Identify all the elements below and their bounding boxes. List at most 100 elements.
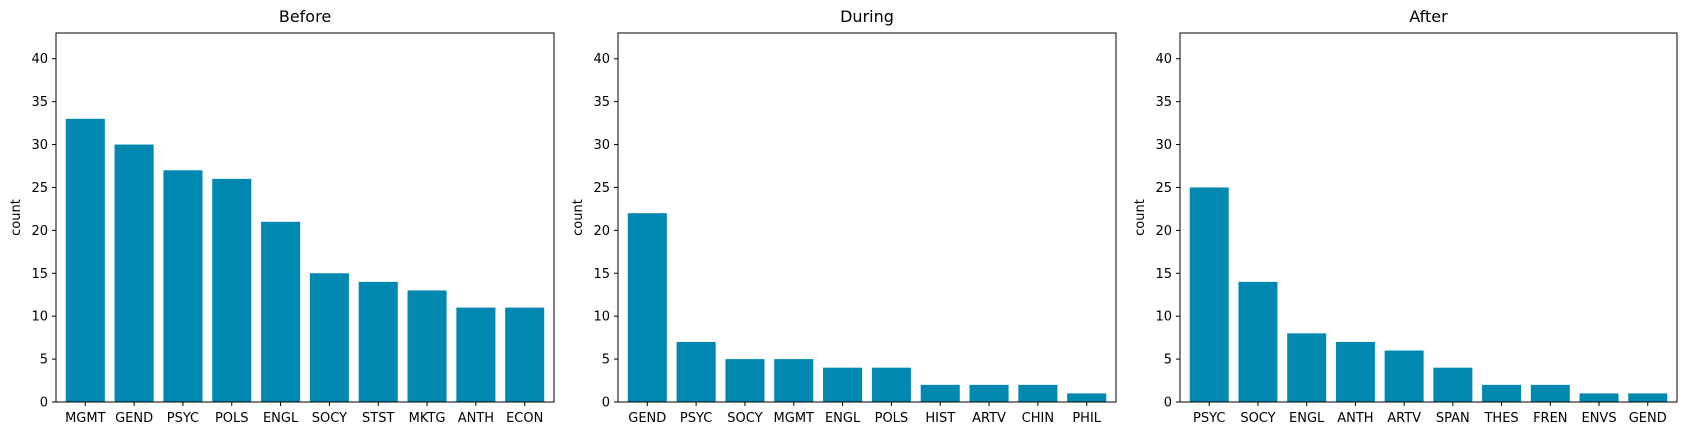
y-tick-label: 30 bbox=[593, 138, 610, 153]
x-tick-label-mgmt: MGMT bbox=[65, 411, 106, 426]
y-tick-label: 5 bbox=[602, 353, 610, 368]
bar-engl bbox=[261, 221, 301, 402]
bar-hist bbox=[920, 384, 960, 402]
y-tick-label: 15 bbox=[31, 267, 48, 282]
x-tick-label-pols: POLS bbox=[215, 411, 249, 426]
bar-engl bbox=[1287, 333, 1327, 402]
bar-psyc bbox=[676, 341, 716, 402]
bar-psyc bbox=[163, 170, 203, 402]
y-tick-label: 20 bbox=[31, 224, 48, 239]
x-tick-label-artv: ARTV bbox=[972, 411, 1006, 426]
x-tick-label-span: SPAN bbox=[1436, 411, 1470, 426]
bar-artv bbox=[1384, 350, 1424, 402]
x-tick-label-phil: PHIL bbox=[1072, 411, 1101, 426]
chart-panel-during: 0 5 10 15 20 25 30 35 40 GEND PSYC SOCY MGMT ENGL POLS… bbox=[571, 7, 1117, 426]
y-tick-label: 25 bbox=[593, 181, 610, 196]
y-axis-label: count bbox=[9, 199, 24, 236]
bar-socy bbox=[309, 273, 349, 402]
x-tick-label-chin: CHIN bbox=[1022, 411, 1054, 426]
y-tick-label: 35 bbox=[593, 95, 610, 110]
y-tick-label: 20 bbox=[1155, 224, 1172, 239]
y-tick-label: 0 bbox=[40, 396, 48, 411]
axes-frame bbox=[55, 32, 555, 403]
x-tick-label-pols: POLS bbox=[875, 411, 909, 426]
y-tick-label: 5 bbox=[40, 353, 48, 368]
bar-gend bbox=[1628, 393, 1668, 402]
x-tick-label-artv: ARTV bbox=[1387, 411, 1421, 426]
bar-phil bbox=[1067, 393, 1107, 402]
y-tick-label: 40 bbox=[593, 52, 610, 67]
bar-gend bbox=[627, 213, 667, 402]
y-tick-label: 40 bbox=[31, 52, 48, 67]
y-tick-label: 0 bbox=[1164, 396, 1172, 411]
x-tick-label-thes: THES bbox=[1483, 411, 1518, 426]
axes-frame bbox=[617, 32, 1117, 403]
y-tick-label: 30 bbox=[31, 138, 48, 153]
bar-socy bbox=[725, 359, 765, 402]
y-tick-label: 35 bbox=[1155, 95, 1172, 110]
x-tick-label-gend: GEND bbox=[1629, 411, 1667, 426]
bar-mgmt bbox=[65, 118, 105, 402]
y-tick-label: 10 bbox=[1155, 310, 1172, 325]
y-tick-label: 15 bbox=[1155, 267, 1172, 282]
y-tick-label: 25 bbox=[1155, 181, 1172, 196]
bar-engl bbox=[823, 367, 863, 402]
x-tick-label-socy: SOCY bbox=[1240, 411, 1275, 426]
x-tick-label-envs: ENVS bbox=[1581, 411, 1616, 426]
x-tick-label-socy: SOCY bbox=[727, 411, 762, 426]
bar-mktg bbox=[407, 290, 447, 402]
x-tick-label-hist: HIST bbox=[925, 411, 955, 426]
chart-title: During bbox=[840, 7, 894, 26]
x-tick-label-fren: FREN bbox=[1533, 411, 1567, 426]
x-tick-label-econ: ECON bbox=[506, 411, 543, 426]
bar-span bbox=[1433, 367, 1473, 402]
y-tick-label: 10 bbox=[31, 310, 48, 325]
bar-envs bbox=[1579, 393, 1619, 402]
bar-psyc bbox=[1189, 187, 1229, 402]
x-tick-label-psyc: PSYC bbox=[1193, 411, 1225, 426]
x-tick-label-socy: SOCY bbox=[312, 411, 347, 426]
bar-gend bbox=[114, 144, 154, 402]
bar-thes bbox=[1482, 384, 1522, 402]
bar-stst bbox=[358, 281, 398, 402]
bar-socy bbox=[1238, 281, 1278, 402]
bar-anth bbox=[1335, 341, 1375, 402]
bar-mgmt bbox=[774, 359, 814, 402]
chart-title: After bbox=[1409, 7, 1448, 26]
y-tick-label: 40 bbox=[1155, 52, 1172, 67]
y-axis-label: count bbox=[1133, 199, 1148, 236]
x-tick-label-engl: ENGL bbox=[263, 411, 299, 426]
bar-econ bbox=[505, 307, 545, 402]
x-tick-label-engl: ENGL bbox=[825, 411, 861, 426]
x-tick-label-mktg: MKTG bbox=[409, 411, 446, 426]
y-tick-label: 25 bbox=[31, 181, 48, 196]
y-tick-label: 20 bbox=[593, 224, 610, 239]
bar-fren bbox=[1530, 384, 1570, 402]
x-tick-label-anth: ANTH bbox=[458, 411, 494, 426]
x-tick-label-mgmt: MGMT bbox=[774, 411, 815, 426]
chart-panel-before: 0 5 10 15 20 25 30 35 40 MGMT GEND PSYC POLS ENGL SOCY… bbox=[9, 7, 555, 426]
y-tick-label: 5 bbox=[1164, 353, 1172, 368]
axes-frame bbox=[1179, 32, 1678, 403]
y-tick-label: 15 bbox=[593, 267, 610, 282]
y-tick-label: 30 bbox=[1155, 138, 1172, 153]
x-tick-label-gend: GEND bbox=[628, 411, 666, 426]
y-axis-label: count bbox=[571, 199, 586, 236]
chart-title: Before bbox=[279, 7, 331, 26]
x-tick-label-engl: ENGL bbox=[1289, 411, 1325, 426]
bar-pols bbox=[212, 178, 252, 402]
x-tick-label-anth: ANTH bbox=[1337, 411, 1373, 426]
bar-anth bbox=[456, 307, 496, 402]
x-tick-label-psyc: PSYC bbox=[167, 411, 199, 426]
y-tick-label: 0 bbox=[602, 396, 610, 411]
x-tick-label-psyc: PSYC bbox=[680, 411, 712, 426]
bar-chin bbox=[1018, 384, 1058, 402]
x-tick-label-gend: GEND bbox=[115, 411, 153, 426]
y-tick-label: 10 bbox=[593, 310, 610, 325]
y-tick-label: 35 bbox=[31, 95, 48, 110]
bar-artv bbox=[969, 384, 1009, 402]
x-tick-label-stst: STST bbox=[362, 411, 394, 426]
bar-pols bbox=[871, 367, 911, 402]
chart-panel-after: 0 5 10 15 20 25 30 35 40 PSYC SOCY ENGL ANTH ARTV SPAN… bbox=[1133, 7, 1678, 426]
